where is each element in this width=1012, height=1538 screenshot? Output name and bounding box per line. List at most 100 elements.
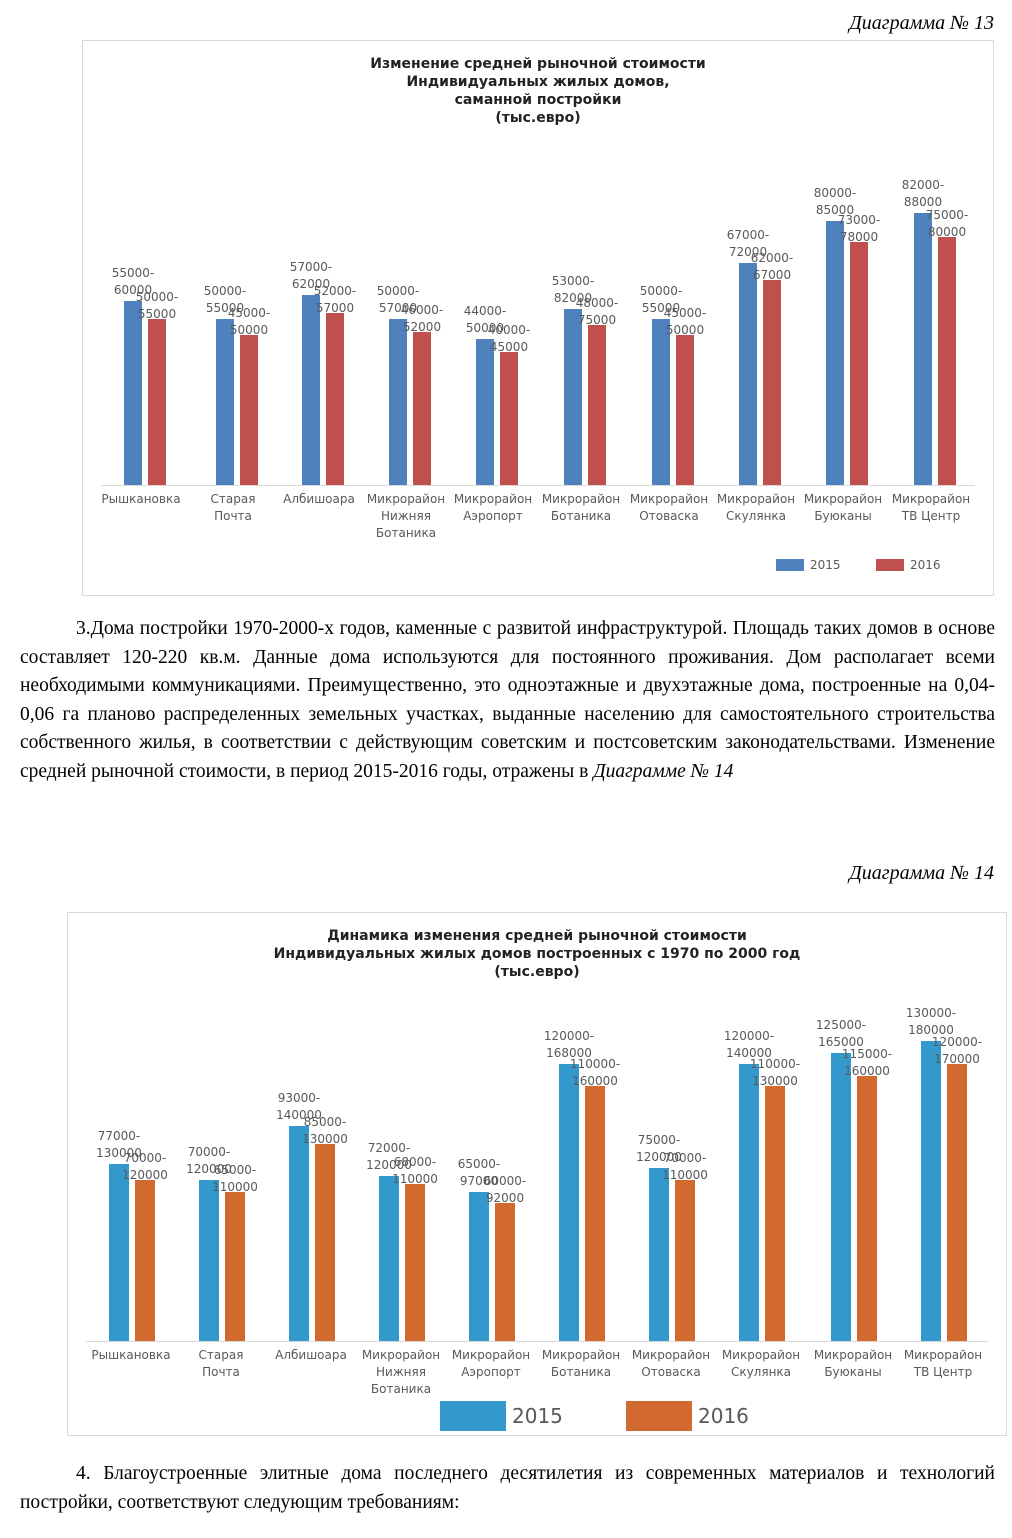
x-tick-label: Микрорайон Отоваска: [629, 492, 709, 523]
data-label: 130000- 180000: [905, 1006, 957, 1037]
data-label: 45000- 50000: [227, 305, 271, 337]
x-tick-label: Рышкановка: [91, 1348, 171, 1362]
x-tick-label: Микрорайон Нижняя Ботаника: [361, 1348, 441, 1396]
chart-title: Изменение средней рыночной стоимости Инд…: [370, 56, 706, 126]
x-tick-label: Микрорайон Скулянка: [721, 1348, 801, 1379]
data-label: 46000- 52000: [400, 303, 444, 335]
legend-label: 2016: [910, 557, 941, 572]
bar: [216, 318, 234, 485]
bar: [739, 1064, 759, 1341]
bar: [564, 309, 582, 485]
paragraph: 4. Благоустроенные элитные дома последне…: [20, 1463, 995, 1513]
data-label: 75000- 120000: [636, 1133, 682, 1165]
x-tick-label: Рышкановка: [101, 492, 181, 506]
bar: [763, 279, 781, 485]
legend-swatch: [440, 1401, 506, 1431]
x-tick-label: Микрорайон Нижняя Ботаника: [366, 492, 446, 540]
x-tick-label: Микрорайон Аэропорт: [451, 1348, 531, 1379]
data-label: 50000- 55000: [639, 283, 683, 315]
data-label: 48000- 75000: [575, 296, 619, 327]
bar: [495, 1202, 515, 1341]
x-tick-label: Микрорайон Буюканы: [803, 492, 883, 523]
bar: [947, 1064, 967, 1341]
data-label: 120000- 168000: [543, 1029, 595, 1061]
diagram-label: Диаграмма № 13: [849, 12, 994, 34]
bar: [315, 1144, 335, 1341]
bar: [326, 313, 344, 485]
bar: [124, 301, 142, 485]
data-label: 120000- 170000: [931, 1035, 983, 1067]
legend-swatch: [876, 559, 904, 571]
data-label: 57000- 62000: [289, 259, 333, 291]
x-tick-label: Микрорайон Скулянка: [716, 492, 796, 523]
bar: [938, 237, 956, 485]
data-label: 110000- 160000: [569, 1057, 621, 1089]
bar: [585, 1086, 605, 1341]
data-label: 62000- 67000: [750, 250, 794, 282]
data-label: 53000- 82000: [551, 274, 595, 305]
bar: [379, 1176, 399, 1341]
data-label: 72000- 120000: [366, 1141, 412, 1173]
bar: [405, 1183, 425, 1341]
bar: [302, 294, 320, 485]
data-label: 70000- 120000: [122, 1151, 168, 1183]
x-tick-label: Микрорайон Отоваска: [631, 1348, 711, 1379]
bar: [289, 1125, 309, 1341]
legend-swatch: [776, 559, 804, 571]
x-tick-label: Албишоара: [275, 1348, 347, 1362]
x-tick-label: Микрорайон Аэропорт: [453, 492, 533, 523]
bar: [500, 351, 518, 485]
legend-label: 2016: [698, 1404, 749, 1428]
x-tick-label: Старая Почта: [198, 1348, 244, 1379]
data-label: 75000- 80000: [925, 208, 969, 239]
data-label: 45000- 50000: [663, 305, 707, 337]
bar: [857, 1076, 877, 1341]
bar: [559, 1064, 579, 1341]
diagram-ref: Диаграмме № 14: [593, 760, 734, 782]
data-label: 70000- 120000: [186, 1145, 232, 1177]
data-label: 50000- 57000: [376, 283, 420, 315]
x-tick-label: Микрорайон ТВ Центр: [891, 492, 971, 523]
data-label: 67000- 72000: [726, 227, 770, 259]
bar: [588, 325, 606, 485]
paragraph-text: 3.Дома постройки 1970-2000-х годов, каме…: [20, 618, 995, 782]
data-label: 80000- 85000: [813, 186, 857, 217]
data-label: 120000- 140000: [723, 1029, 775, 1061]
x-tick-label: Микрорайон Ботаника: [541, 1348, 621, 1379]
data-label: 50000- 55000: [135, 289, 179, 321]
bar: [765, 1086, 785, 1341]
bar: [135, 1180, 155, 1341]
bar: [739, 262, 757, 485]
bar: [850, 242, 868, 485]
data-label: 50000- 55000: [203, 283, 247, 315]
bar: [676, 334, 694, 485]
data-label: 125000- 165000: [815, 1017, 867, 1049]
data-label: 44000- 50000: [463, 304, 507, 336]
paragraph: 3.Дома постройки 1970-2000-х годов, каме…: [20, 615, 995, 786]
data-label: 115000- 160000: [841, 1047, 893, 1079]
data-label: 65000- 97000: [457, 1157, 501, 1189]
bar: [148, 318, 166, 485]
x-axis: [101, 485, 975, 486]
legend-label: 2015: [512, 1404, 563, 1428]
bar: [413, 332, 431, 485]
bar: [826, 221, 844, 485]
x-axis: [86, 1341, 988, 1342]
diagram-label: Диаграмма № 14: [849, 862, 994, 884]
data-label: 52000- 57000: [313, 284, 357, 315]
x-tick-label: Албишоара: [283, 492, 355, 506]
bar: [675, 1180, 695, 1341]
data-label: 73000- 78000: [837, 213, 881, 245]
data-label: 110000- 130000: [749, 1057, 801, 1089]
data-label: 65000- 110000: [212, 1163, 258, 1195]
x-tick-label: Микрорайон ТВ Центр: [903, 1348, 983, 1379]
legend-label: 2015: [810, 557, 841, 572]
data-label: 85000- 130000: [302, 1115, 348, 1147]
legend-swatch: [626, 1401, 692, 1431]
bar: [921, 1041, 941, 1341]
bar: [109, 1164, 129, 1341]
chart: Динамика изменения средней рыночной стои…: [67, 912, 1007, 1436]
bar: [199, 1180, 219, 1341]
data-label: 70000- 110000: [662, 1151, 708, 1183]
